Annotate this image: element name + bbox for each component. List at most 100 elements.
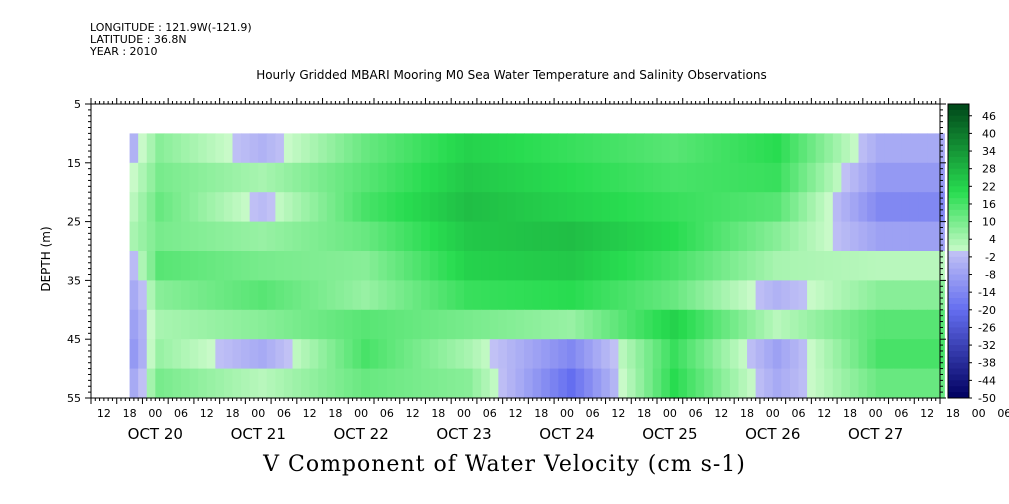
heatmap-cell [678, 280, 688, 311]
heatmap-cell [489, 368, 499, 399]
heatmap-cell [892, 133, 903, 164]
heatmap-cell [892, 368, 903, 399]
heatmap-cell [669, 280, 680, 311]
heatmap-cell [283, 162, 294, 193]
x-hour-label: 18 [123, 407, 137, 420]
heatmap-cell [249, 162, 259, 193]
heatmap-cell [369, 368, 379, 399]
x-hour-label: 12 [509, 407, 523, 420]
heatmap-cell [807, 221, 817, 252]
heatmap-cell [163, 309, 174, 340]
heatmap-cell [335, 309, 345, 340]
heatmap-cell [223, 251, 234, 281]
heatmap-cell [301, 368, 311, 399]
x-hour-label: 00 [560, 407, 574, 420]
heatmap-cell [867, 368, 877, 399]
heatmap-cell [446, 162, 457, 193]
heatmap-cell [644, 309, 654, 340]
heatmap-cell [189, 280, 199, 311]
heatmap-cell [815, 133, 825, 164]
heatmap-cell [138, 133, 148, 164]
heatmap-cell [584, 368, 594, 399]
x-hour-label: 00 [663, 407, 677, 420]
colorbar-band [948, 339, 969, 346]
heatmap-cell [404, 192, 414, 223]
heatmap-cell [566, 280, 577, 311]
heatmap-cell [541, 251, 551, 281]
heatmap-cell [241, 309, 251, 340]
heatmap-cell [712, 133, 722, 164]
heatmap-cell [301, 339, 311, 370]
heatmap-cell [652, 368, 662, 399]
heatmap-cell [404, 133, 414, 164]
heatmap-cell [215, 368, 225, 399]
heatmap-cell [369, 251, 379, 281]
heatmap-cell [412, 368, 422, 399]
heatmap-cell [421, 280, 431, 311]
heatmap-cell [652, 133, 662, 164]
heatmap-cell [721, 162, 731, 193]
colorbar-band [948, 368, 969, 375]
year-label: YEAR : 2010 [90, 45, 158, 58]
heatmap-cell [172, 368, 182, 399]
heatmap-cell [361, 280, 371, 311]
x-hour-label: 12 [611, 407, 625, 420]
heatmap-cell [275, 133, 285, 164]
heatmap-cell [884, 309, 894, 340]
heatmap-cell [198, 162, 208, 193]
heatmap-cell [369, 133, 379, 164]
heatmap-cell [875, 309, 885, 340]
heatmap-cell [412, 221, 422, 252]
heatmap-cell [575, 368, 585, 399]
heatmap-cell [498, 133, 508, 164]
heatmap-cell [146, 162, 156, 193]
heatmap-cell [695, 280, 705, 311]
heatmap-cell [901, 221, 911, 252]
heatmap-cell [232, 162, 242, 193]
heatmap-cell [163, 192, 174, 223]
x-hour-label: 18 [946, 407, 960, 420]
heatmap-cell [163, 221, 174, 252]
heatmap-cell [575, 309, 585, 340]
heatmap-cell [884, 368, 894, 399]
heatmap-cell [318, 192, 328, 223]
heatmap-cell [515, 309, 525, 340]
colorbar-band [948, 315, 969, 323]
heatmap-cell [626, 221, 637, 252]
heatmap-cell [129, 162, 139, 193]
heatmap-cell [258, 192, 268, 223]
heatmap-cell [704, 280, 714, 311]
heatmap-cell [326, 251, 337, 281]
heatmap-cell [429, 309, 439, 340]
heatmap-cell [146, 221, 156, 252]
colorbar-band [948, 115, 969, 123]
heatmap-cell [506, 221, 517, 252]
heatmap-cell [927, 162, 937, 193]
heatmap-cell [301, 192, 311, 223]
heatmap-cell [626, 162, 637, 193]
heatmap-cell [927, 251, 937, 281]
heatmap-cell [524, 280, 534, 311]
heatmap-cell [601, 339, 611, 370]
heatmap-cell [378, 339, 388, 370]
heatmap-cell [738, 251, 748, 281]
heatmap-cell [181, 162, 191, 193]
latitude-label: LATITUDE : 36.8N [90, 33, 187, 46]
heatmap-cell [206, 251, 216, 281]
heatmap-cell [618, 192, 628, 223]
heatmap-cell [506, 192, 517, 223]
heatmap-cell [909, 368, 920, 399]
heatmap-cell [172, 192, 182, 223]
heatmap-cell [395, 133, 405, 164]
heatmap-cell [361, 309, 371, 340]
heatmap-cell [747, 221, 757, 252]
heatmap-cell [875, 251, 885, 281]
heatmap-cell [798, 309, 808, 340]
x-hour-label: 18 [226, 407, 240, 420]
heatmap-cell [352, 339, 362, 370]
heatmap-cell [575, 192, 585, 223]
heatmap-cell [738, 221, 748, 252]
colorbar-band [948, 133, 969, 140]
heatmap-cell [249, 133, 259, 164]
heatmap-cell [326, 192, 337, 223]
